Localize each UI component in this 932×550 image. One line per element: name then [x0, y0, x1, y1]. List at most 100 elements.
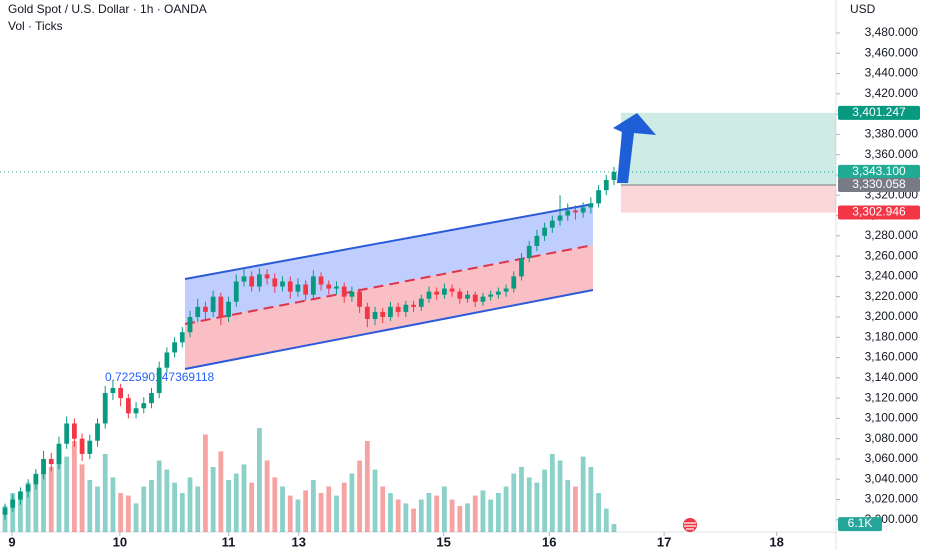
candle-body — [264, 274, 270, 279]
entry-badge-label: 3,330.058 — [852, 177, 906, 191]
event-icon — [683, 518, 697, 532]
candle-body — [449, 288, 455, 292]
volume-bar — [226, 480, 231, 532]
candle-body — [110, 387, 116, 394]
candle-body — [102, 393, 108, 424]
volume-bar — [179, 493, 185, 532]
candle-body — [64, 423, 70, 444]
volume-bar — [519, 467, 524, 532]
y-tick-label: 3,020.000 — [865, 492, 919, 506]
volume-bar — [310, 480, 316, 532]
x-tick-label: 17 — [657, 534, 671, 549]
x-tick-label: 11 — [222, 534, 236, 549]
volume-bar — [495, 493, 501, 532]
volume-bar — [511, 473, 517, 532]
candle-body — [511, 276, 517, 289]
candle-body — [611, 171, 617, 181]
volume-bar — [102, 454, 108, 532]
volume-bar — [442, 486, 447, 532]
candle-body — [388, 306, 393, 317]
volume-bar — [588, 467, 594, 532]
volume-bar — [280, 486, 285, 532]
volume-bar — [596, 493, 601, 532]
y-tick-label: 3,060.000 — [865, 451, 919, 465]
candle-body — [573, 210, 578, 213]
volume-bar — [195, 486, 201, 532]
candle-body — [249, 276, 255, 287]
volume-bar — [33, 473, 39, 532]
volume-bar — [349, 473, 355, 532]
volume-bar — [480, 490, 486, 532]
candle-body — [95, 423, 100, 441]
volume-bar — [472, 495, 478, 532]
volume-bar — [549, 454, 555, 532]
candle-body — [179, 332, 185, 343]
volume-bar — [565, 480, 571, 532]
volume-badge — [838, 517, 882, 532]
volume-bar — [465, 503, 470, 532]
volume-bar — [357, 460, 362, 532]
candle-body — [118, 387, 124, 399]
stop-loss-badge-label: 3,302.946 — [852, 205, 906, 219]
take-profit-zone — [620, 112, 836, 186]
volume-bar — [380, 486, 386, 532]
volume-bar — [326, 486, 332, 532]
y-tick-label: 3,280.000 — [865, 228, 919, 242]
candle-body — [2, 507, 8, 515]
volume-bar — [364, 441, 370, 532]
volume-bar — [210, 467, 216, 532]
candle-body — [10, 499, 16, 508]
volume-bar — [156, 460, 162, 532]
stop-loss-badge — [838, 205, 920, 220]
candle-body — [149, 393, 154, 404]
volume-bar — [25, 482, 31, 532]
candle-body — [18, 491, 23, 500]
x-tick-label: 16 — [542, 534, 556, 549]
y-tick-label: 3,360.000 — [865, 147, 919, 161]
last-price-badge — [838, 164, 920, 179]
candle-body — [534, 235, 540, 246]
y-tick-label: 3,160.000 — [865, 350, 919, 364]
candle-body — [172, 342, 177, 353]
candle-body — [488, 294, 494, 297]
candle-body — [465, 294, 470, 299]
candle-body — [395, 306, 401, 312]
candle-body — [549, 220, 555, 228]
y-tick-label: 3,200.000 — [865, 309, 919, 323]
candle-body — [218, 296, 224, 317]
candle-body — [326, 284, 332, 289]
candle-body — [557, 215, 563, 221]
volume-bar — [41, 460, 46, 532]
volume-bar — [64, 456, 70, 532]
volume-bar — [264, 460, 270, 532]
stop-loss-zone — [620, 185, 836, 213]
candle-body — [303, 284, 309, 295]
x-tick-label: 10 — [113, 534, 127, 549]
volume-bar — [534, 482, 540, 532]
x-tick-label: 18 — [769, 534, 783, 549]
candle-body — [141, 403, 147, 409]
volume-bar — [133, 503, 139, 532]
candle-body — [79, 438, 85, 454]
channel-upper-fill — [185, 204, 593, 324]
candle-body — [133, 408, 139, 414]
candle-body — [187, 316, 193, 333]
y-tick-label: 3,440.000 — [865, 66, 919, 80]
candle-body — [203, 306, 208, 312]
y-tick-label: 3,140.000 — [865, 370, 919, 384]
take-profit-badge — [838, 105, 920, 120]
volume-bar — [187, 477, 193, 532]
y-tick-label: 3,120.000 — [865, 390, 919, 404]
volume-bar — [603, 508, 609, 532]
y-tick-label: 3,260.000 — [865, 248, 919, 262]
channel-bottom-line — [184, 289, 594, 370]
candle-body — [372, 311, 378, 319]
candle-body — [596, 190, 601, 204]
candle-body — [287, 281, 293, 292]
candle-body — [418, 298, 424, 307]
volume-bar — [125, 495, 131, 532]
y-tick-label: 3,480.000 — [865, 25, 919, 39]
volume-bar — [580, 456, 586, 532]
volume-bar — [542, 469, 548, 532]
